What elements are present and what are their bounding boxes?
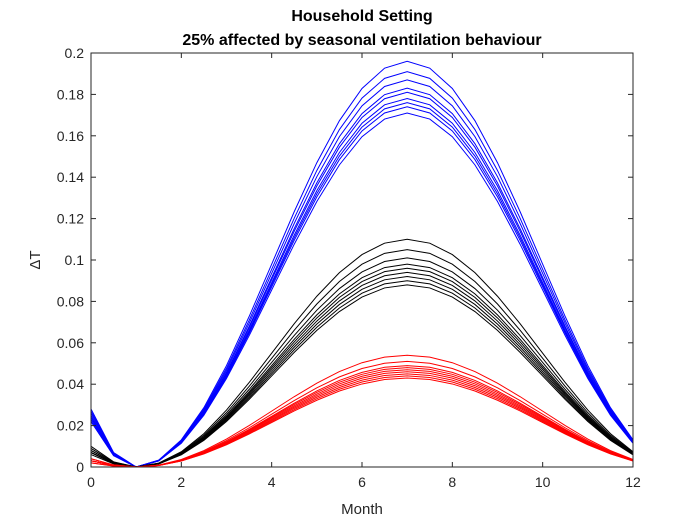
series-line <box>90 365 634 468</box>
series-line <box>90 284 634 468</box>
x-axis: 0 2 4 6 8 10 12 <box>87 53 641 490</box>
y-tick-label: 0.02 <box>57 418 84 434</box>
x-tick-label: 0 <box>87 474 95 490</box>
y-tick-label: 0.18 <box>57 86 84 102</box>
y-tick-label: 0 <box>76 459 84 475</box>
x-tick-label: 12 <box>625 474 641 490</box>
series-line <box>90 112 634 468</box>
series-line <box>90 91 634 468</box>
x-tick-label: 4 <box>268 474 276 490</box>
x-tick-label: 8 <box>448 474 456 490</box>
x-tick-label: 6 <box>358 474 366 490</box>
series-line <box>90 106 634 468</box>
y-tick-label: 0.12 <box>57 211 84 227</box>
y-axis: 0 0.02 0.04 0.06 0.08 0.1 0.12 0.14 0.16 0.18 0.2 <box>57 45 633 475</box>
chart-title: Household Setting <box>291 8 432 25</box>
series-line <box>90 373 634 468</box>
plot-area-frame <box>90 52 634 468</box>
y-tick-label: 0.16 <box>57 128 84 144</box>
series-line <box>90 249 634 468</box>
series-line <box>90 98 634 468</box>
chart-subtitle: 25% affected by seasonal ventilation beh… <box>182 32 541 49</box>
y-tick-label: 0.1 <box>65 252 85 268</box>
series-line <box>90 238 634 468</box>
x-tick-label: 2 <box>177 474 185 490</box>
y-tick-label: 0.2 <box>65 45 85 61</box>
x-tick-label: 10 <box>535 474 551 490</box>
y-tick-label: 0.14 <box>57 169 84 185</box>
series-layer <box>90 60 634 468</box>
y-tick-label: 0.04 <box>57 376 84 392</box>
x-axis-label: Month <box>341 501 383 518</box>
y-axis-label: ΔT <box>27 250 44 269</box>
y-tick-label: 0.06 <box>57 335 84 351</box>
y-tick-label: 0.08 <box>57 293 84 309</box>
series-line <box>90 79 634 468</box>
series-line <box>90 377 634 468</box>
